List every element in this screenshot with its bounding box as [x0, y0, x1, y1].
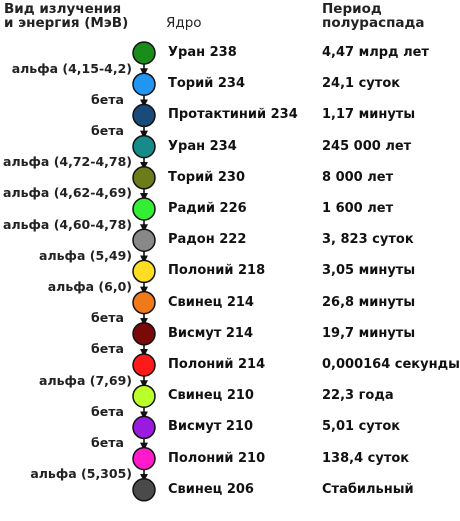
nuclide-name: Торий 234: [168, 76, 245, 92]
nuclide-node: [132, 228, 156, 252]
nuclide-name: Висмут 214: [168, 325, 254, 341]
nuclide-name: Уран 234: [168, 138, 237, 154]
decay-label: бета: [91, 403, 124, 419]
nuclide-node: [132, 290, 156, 315]
half-life-value: 26,8 минуты: [322, 294, 416, 310]
nuclide-node: [132, 103, 156, 128]
nuclide-name: Свинец 210: [168, 388, 254, 404]
nuclide-name: Торий 230: [168, 169, 245, 185]
decay-label: альфа (4,15-4,2): [11, 60, 132, 76]
decay-label: альфа (4,72-4,78): [3, 154, 132, 170]
half-life-value: 3,05 минуты: [322, 263, 416, 279]
half-life-value: 24,1 суток: [322, 76, 401, 92]
nuclide-node: [132, 259, 156, 284]
decay-label: альфа (4,60-4,78): [3, 216, 132, 232]
decay-label: альфа (5,49): [39, 247, 132, 263]
half-life-value: 19,7 минуты: [322, 325, 416, 341]
nuclide-node: [132, 446, 156, 471]
half-life-value: 5,01 суток: [322, 419, 401, 435]
decay-label: альфа (5,305): [30, 466, 132, 482]
nuclide-node: [132, 322, 156, 346]
half-life-value: 3, 823 суток: [322, 232, 414, 248]
nuclide-node: [132, 384, 156, 408]
decay-label: альфа (7,69): [39, 372, 132, 388]
half-life-value: 0,000164 секунды: [322, 357, 460, 372]
nuclide-name: Радий 226: [168, 201, 247, 216]
nuclide-node: [132, 197, 156, 221]
half-life-value: Стабильный: [322, 481, 414, 497]
half-life-value: 1 600 лет: [322, 201, 394, 216]
nuclide-node: [132, 353, 156, 377]
header-half-life-line2: полураспада: [322, 15, 425, 31]
decay-label: альфа (6,0): [47, 279, 132, 294]
nuclide-node: [132, 478, 156, 502]
decay-label: бета: [91, 435, 124, 450]
nuclide-name: Полоний 218: [168, 263, 266, 279]
nuclide-name: Полоний 214: [168, 357, 266, 372]
nuclide-name: Радон 222: [168, 232, 247, 248]
decay-label: альфа (4,62-4,69): [3, 185, 132, 201]
nuclide-name: Полоний 210: [168, 450, 266, 466]
nuclide-name: Висмут 210: [168, 419, 254, 435]
nuclide-node: [132, 41, 156, 65]
header-decay-type-line2: и энергия (МэВ): [4, 15, 129, 31]
nuclide-name: Протактиний 234: [168, 107, 298, 123]
header-half-life-line1: Период: [322, 1, 382, 17]
half-life-value: 8 000 лет: [322, 169, 394, 185]
half-life-value: 1,17 минуты: [322, 107, 416, 123]
decay-label: бета: [91, 91, 124, 107]
nuclide-name: Свинец 206: [168, 481, 254, 497]
decay-label: бета: [91, 123, 124, 138]
nuclide-name: Уран 238: [168, 45, 237, 60]
header-decay-type-line1: Вид излучения: [4, 1, 122, 17]
decay-label: бета: [91, 310, 124, 326]
nuclide-node: [132, 415, 156, 440]
nuclide-node: [132, 134, 156, 159]
nuclide-node: [132, 166, 156, 190]
half-life-value: 4,47 млрд лет: [322, 45, 429, 60]
half-life-value: 138,4 суток: [322, 450, 410, 466]
nuclide-name: Свинец 214: [168, 294, 254, 310]
half-life-value: 22,3 года: [322, 388, 394, 404]
half-life-value: 245 000 лет: [322, 138, 412, 154]
nuclide-node: [132, 72, 156, 96]
header-nucleus: Ядро: [166, 15, 202, 31]
decay-label: бета: [91, 341, 124, 357]
